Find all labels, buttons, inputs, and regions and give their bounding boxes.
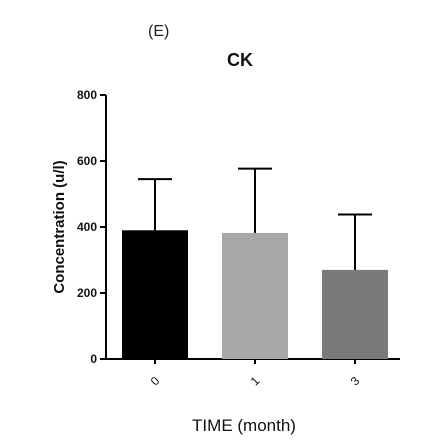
- bar: [122, 230, 188, 359]
- y-tick-label: 0: [90, 352, 97, 366]
- y-tick-label: 200: [77, 286, 97, 300]
- bar: [322, 269, 388, 359]
- y-axis-label: Concentration (u/l): [51, 160, 68, 293]
- bar: [222, 232, 288, 359]
- x-tick-label: 1: [248, 373, 263, 388]
- x-tick-label: 0: [148, 373, 163, 388]
- panel-label: (E): [148, 23, 169, 40]
- y-tick-label: 800: [77, 88, 97, 102]
- x-axis-label: TIME (month): [192, 416, 296, 435]
- y-tick-label: 400: [77, 220, 97, 234]
- plot-area: 0 200 400 600 800 0 1 3: [77, 88, 400, 388]
- chart-title: CK: [227, 50, 253, 70]
- x-tick-label: 3: [348, 373, 363, 388]
- y-tick-label: 600: [77, 154, 97, 168]
